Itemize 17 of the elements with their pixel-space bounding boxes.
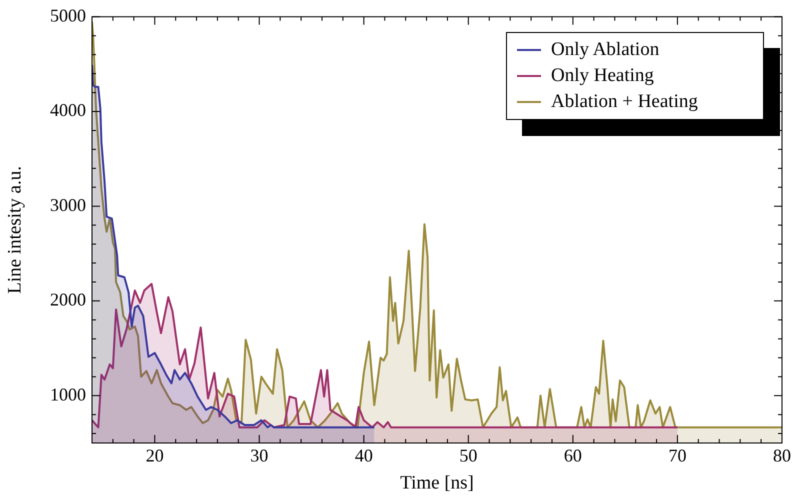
x-axis-title: Time [ns]: [400, 472, 474, 494]
legend-label: Only Heating: [551, 64, 654, 88]
x-tick-label: 80: [773, 446, 791, 466]
y-tick-label: 2000: [50, 290, 86, 310]
x-tick-label: 40: [354, 446, 373, 466]
x-tick-label: 20: [146, 446, 164, 466]
x-tick-label: 60: [564, 446, 582, 466]
x-tick-label: 30: [250, 446, 268, 466]
x-tick-label: 70: [668, 446, 686, 466]
y-tick-label: 3000: [50, 194, 86, 215]
y-axis-title: Line intesity a.u.: [4, 166, 26, 294]
y-tick-label: 1000: [50, 384, 86, 404]
legend-label: Only Ablation: [551, 38, 660, 62]
y-tick-label: 5000: [50, 6, 86, 26]
legend-label: Ablation + Heating: [551, 90, 698, 114]
y-tick-label: 4000: [50, 100, 86, 120]
x-tick-label: 50: [459, 446, 478, 466]
